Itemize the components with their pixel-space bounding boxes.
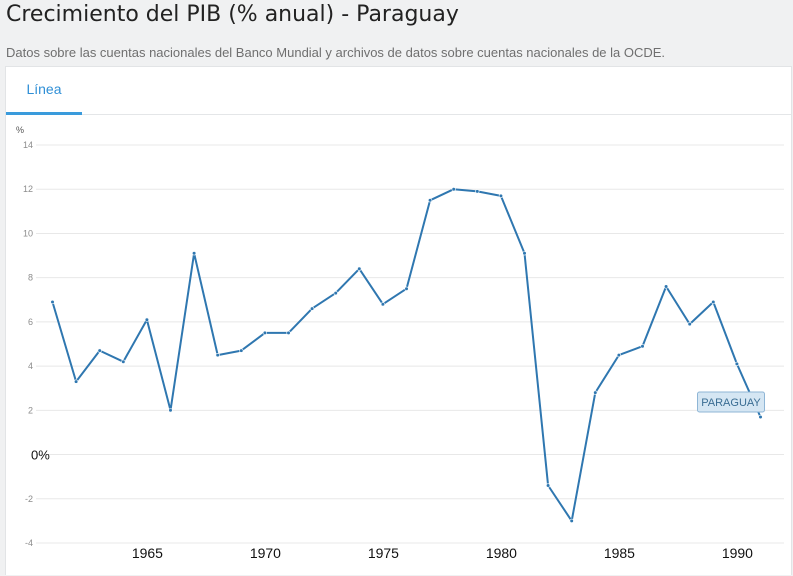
data-point[interactable]	[498, 193, 504, 198]
series-layer: PARAGUAY	[50, 187, 765, 524]
data-point[interactable]	[758, 414, 763, 420]
y-tick-label: -4	[25, 538, 33, 548]
x-tick-label: 1990	[722, 545, 753, 561]
data-point[interactable]	[616, 353, 622, 358]
y-tick-label: 2	[28, 405, 33, 415]
data-point[interactable]	[73, 379, 79, 384]
page-subtitle: Datos sobre las cuentas nacionales del B…	[6, 45, 666, 60]
data-point[interactable]	[262, 330, 268, 336]
data-point[interactable]	[121, 359, 126, 364]
data-point[interactable]	[428, 198, 433, 203]
grid-layer	[36, 144, 784, 544]
data-point[interactable]	[663, 284, 669, 289]
series-label: PARAGUAY	[697, 391, 765, 413]
y-unit-label: %	[16, 125, 24, 135]
data-point[interactable]	[711, 299, 716, 305]
data-point[interactable]	[545, 483, 551, 488]
data-point[interactable]	[569, 518, 574, 524]
y-tick-label: 14	[23, 140, 33, 150]
data-point[interactable]	[144, 317, 149, 322]
series-label-box	[697, 391, 765, 413]
data-point[interactable]	[192, 251, 197, 256]
data-point[interactable]	[239, 348, 244, 353]
y-tick-label: 12	[23, 184, 33, 194]
data-point[interactable]	[404, 286, 409, 291]
x-tick-label: 1975	[368, 545, 399, 561]
y-tick-label: 10	[23, 228, 33, 238]
tab-bar: Línea	[6, 67, 791, 115]
data-point[interactable]	[168, 408, 173, 413]
series-label-text: PARAGUAY	[701, 397, 761, 409]
data-point[interactable]	[640, 344, 645, 349]
y-tick-label: 0%	[31, 448, 50, 463]
data-point[interactable]	[97, 348, 102, 353]
data-point[interactable]	[380, 302, 386, 307]
data-point[interactable]	[687, 322, 692, 327]
x-tick-label: 1980	[486, 545, 517, 561]
y-tick-label: -2	[25, 494, 33, 504]
data-point[interactable]	[734, 361, 740, 367]
x-axis: 1965 1970 1975 1980 1985 1990	[132, 545, 753, 561]
x-tick-label: 1985	[604, 545, 635, 561]
data-point[interactable]	[215, 353, 220, 358]
x-tick-label: 1970	[250, 545, 281, 561]
data-point[interactable]	[333, 291, 338, 296]
y-axis: 14 12 10 8 6 4 2 0% -2 -4	[23, 140, 50, 548]
data-point[interactable]	[475, 189, 480, 194]
chart-panel: Línea 14 12 10 8 6 4 2 0% -2 -4 1965 1970 1975 1980 1…	[5, 66, 792, 575]
data-point[interactable]	[50, 299, 55, 305]
y-tick-label: 8	[28, 273, 33, 283]
data-point[interactable]	[522, 251, 527, 256]
data-point[interactable]	[286, 330, 291, 336]
tab-linea[interactable]: Línea	[6, 67, 82, 115]
data-point[interactable]	[310, 306, 315, 311]
data-point[interactable]	[593, 390, 598, 395]
y-tick-label: 6	[28, 317, 33, 327]
data-point[interactable]	[357, 266, 362, 271]
series-line	[51, 188, 762, 522]
line-chart: 14 12 10 8 6 4 2 0% -2 -4 1965 1970 1975 1980 1985 199…	[16, 125, 784, 561]
x-tick-label: 1965	[132, 545, 163, 561]
data-point[interactable]	[451, 187, 456, 192]
y-tick-label: 4	[28, 361, 33, 371]
page-title: Crecimiento del PIB (% anual) - Paraguay	[6, 2, 459, 27]
